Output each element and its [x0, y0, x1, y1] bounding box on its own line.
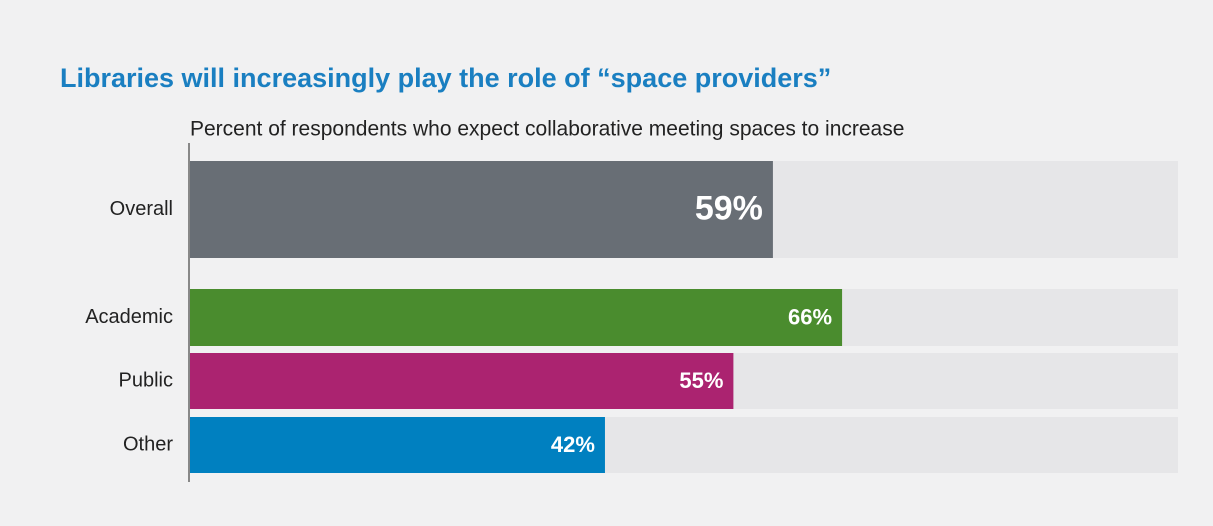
- value-label: 42%: [551, 432, 595, 457]
- y-tick-label: Other: [123, 433, 173, 455]
- y-tick-label: Academic: [85, 306, 173, 328]
- chart-subtitle: Percent of respondents who expect collab…: [190, 118, 904, 141]
- bar: [190, 417, 605, 473]
- bar: [190, 353, 734, 409]
- value-label: 55%: [679, 368, 723, 393]
- bar: [190, 161, 773, 258]
- y-tick-label: Overall: [110, 198, 173, 220]
- y-tick-label: Public: [119, 369, 173, 391]
- bar: [190, 289, 843, 346]
- chart-title: Libraries will increasingly play the rol…: [60, 63, 831, 93]
- value-label: 66%: [788, 304, 832, 329]
- value-label: 59%: [695, 189, 763, 227]
